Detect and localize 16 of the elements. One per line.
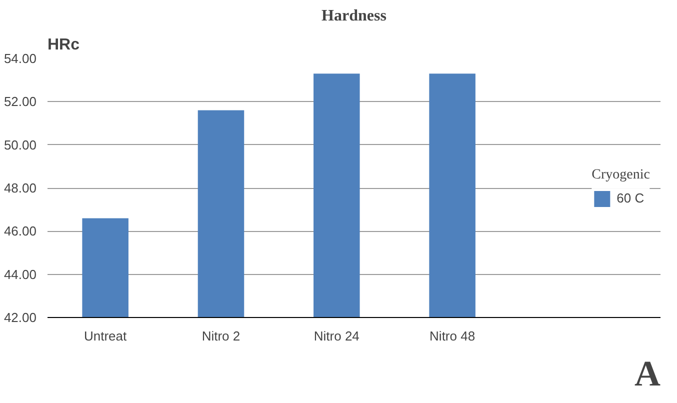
x-tick-label: Nitro 2 [202,328,240,344]
y-tick-label: 54.00 [4,51,37,66]
y-tick-label: 50.00 [4,137,37,152]
y-tick-label: 48.00 [4,180,37,196]
legend-label: 60 C [616,190,644,206]
x-tick-label: Untreat [84,328,128,344]
x-tick-label: Nitro 48 [430,328,476,344]
y-axis-title: HRc [48,36,80,54]
legend-title: Cryogenic [592,167,650,183]
x-tick-label: Nitro 24 [314,328,360,344]
y-tick-label: 46.00 [4,224,37,239]
y-tick-label: 52.00 [4,94,37,110]
y-tick-label: 44.00 [4,266,37,282]
y-tick-label: 42.00 [4,310,37,325]
chart-title: Hardness [322,8,386,24]
text: A [634,354,660,394]
